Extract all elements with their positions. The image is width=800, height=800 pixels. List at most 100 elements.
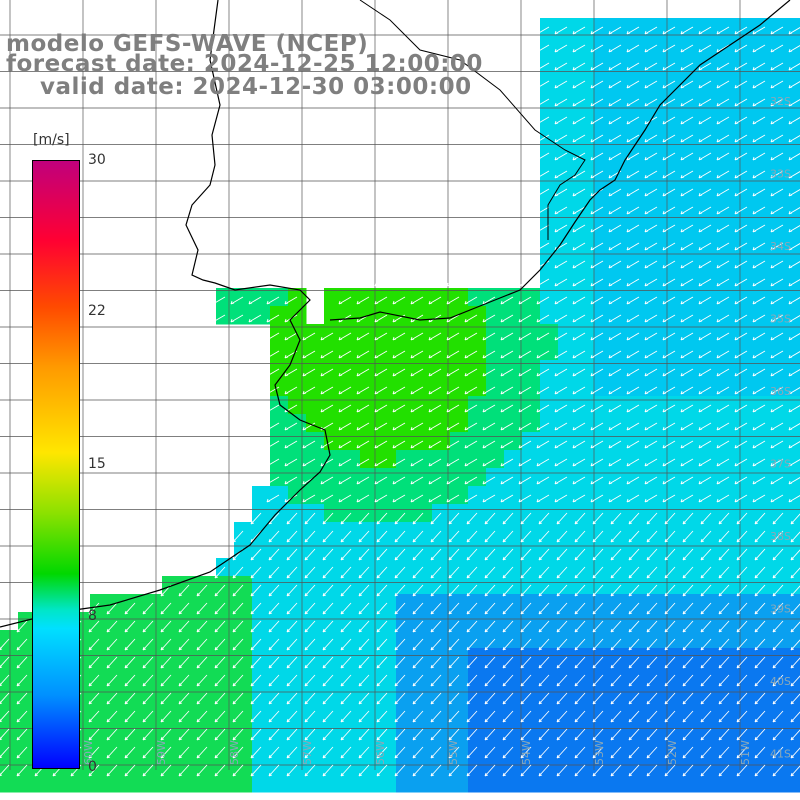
wind-arrow	[680, 404, 694, 413]
wind-cell	[594, 342, 613, 361]
wind-cell	[540, 774, 559, 793]
wind-arrow	[610, 746, 622, 759]
wind-arrow	[286, 530, 298, 543]
wind-arrow	[752, 206, 766, 215]
wind-arrow	[410, 440, 424, 449]
wind-arrow	[430, 602, 442, 615]
wind-arrow	[412, 530, 424, 543]
wind-cell	[738, 72, 757, 91]
wind-arrow	[788, 135, 800, 143]
wind-arrow	[178, 674, 190, 687]
wind-cell	[522, 360, 541, 379]
wind-arrow	[374, 368, 388, 377]
wind-arrow	[788, 45, 800, 53]
wind-cell	[666, 108, 685, 127]
wind-arrow	[0, 674, 10, 687]
wind-cell	[630, 90, 649, 109]
wind-arrow	[590, 98, 604, 107]
wind-arrow	[374, 404, 388, 413]
wind-cell	[450, 414, 469, 433]
wind-cell	[774, 288, 793, 307]
wind-arrow	[268, 674, 280, 687]
wind-cell	[702, 162, 721, 181]
wind-arrow	[500, 494, 514, 503]
wind-cell	[612, 774, 631, 793]
wind-arrow	[734, 152, 748, 161]
longitude-label: 51W	[739, 740, 752, 765]
wind-arrow	[772, 530, 784, 543]
wind-arrow	[662, 116, 676, 125]
wind-arrow	[680, 26, 694, 35]
wind-cell	[486, 396, 505, 415]
wind-cell	[792, 270, 800, 289]
wind-arrow	[574, 746, 586, 759]
wind-arrow	[142, 602, 154, 615]
wind-cell	[738, 18, 757, 37]
wind-cell	[630, 144, 649, 163]
wind-cell	[720, 54, 739, 73]
wind-cell	[774, 90, 793, 109]
wind-arrow	[376, 710, 388, 723]
wind-cell	[576, 468, 595, 487]
wind-arrow	[374, 440, 388, 449]
wind-cell	[756, 108, 775, 127]
wind-arrow	[446, 368, 460, 377]
wind-arrow	[268, 602, 280, 615]
wind-arrow	[718, 692, 730, 705]
wind-cell	[360, 378, 379, 397]
wind-arrow	[106, 728, 118, 741]
wind-arrow	[0, 746, 10, 759]
wind-arrow	[410, 494, 424, 503]
wind-arrow	[610, 710, 622, 723]
wind-arrow	[556, 728, 568, 741]
wind-arrow	[734, 476, 748, 485]
wind-arrow	[412, 512, 424, 525]
wind-arrow	[412, 746, 424, 759]
wind-cell	[396, 414, 415, 433]
wind-arrow	[772, 548, 784, 561]
wind-arrow	[646, 512, 658, 525]
wind-cell	[342, 468, 361, 487]
wind-arrow	[716, 296, 730, 305]
wind-arrow	[430, 656, 442, 669]
wind-arrow	[520, 728, 532, 741]
country-border	[359, 0, 586, 240]
wind-cell	[648, 360, 667, 379]
wind-cell	[90, 774, 109, 793]
wind-cell	[396, 774, 415, 793]
wind-arrow	[214, 692, 226, 705]
wind-cell	[774, 450, 793, 469]
wind-arrow	[610, 512, 622, 525]
wind-arrow	[628, 602, 640, 615]
latitude-label: 40S	[770, 675, 791, 688]
wind-arrow	[88, 602, 100, 615]
wind-arrow	[340, 638, 352, 651]
wind-cell	[324, 774, 343, 793]
wind-arrow	[536, 170, 550, 179]
wind-arrow	[428, 296, 442, 305]
wind-arrow	[484, 584, 496, 597]
wind-arrow	[302, 494, 316, 503]
wind-arrow	[268, 728, 280, 741]
wind-arrow	[394, 584, 406, 597]
wind-arrow	[374, 296, 388, 305]
wind-cell	[378, 396, 397, 415]
wind-arrow	[106, 674, 118, 687]
wind-cell	[648, 378, 667, 397]
wind-arrow	[644, 80, 658, 89]
wind-arrow	[574, 512, 586, 525]
wind-arrow	[250, 710, 262, 723]
wind-arrow	[680, 476, 694, 485]
wind-arrow	[428, 422, 442, 431]
wind-cell	[756, 288, 775, 307]
wind-arrow	[484, 530, 496, 543]
wind-arrow	[626, 278, 640, 287]
wind-arrow	[448, 530, 460, 543]
wind-cell	[738, 234, 757, 253]
wind-arrow	[124, 692, 136, 705]
wind-cell	[540, 54, 559, 73]
wind-arrow	[446, 386, 460, 395]
wind-cell	[756, 342, 775, 361]
wind-cell	[720, 162, 739, 181]
wind-cell	[792, 648, 800, 667]
